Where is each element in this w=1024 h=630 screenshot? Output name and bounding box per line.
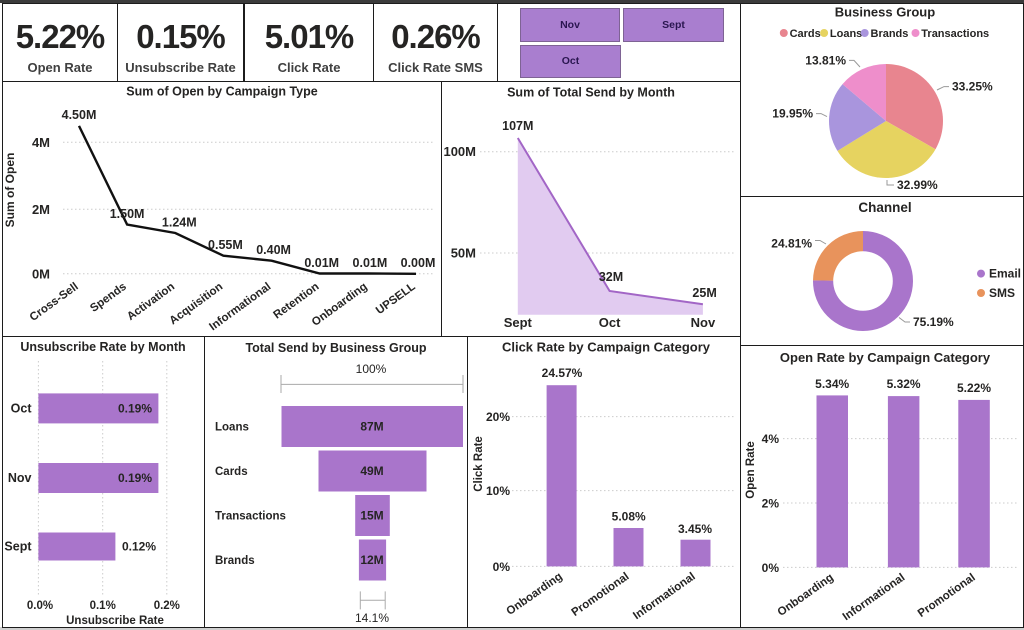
svg-text:0.40M: 0.40M — [256, 243, 291, 257]
svg-text:Oct: Oct — [599, 315, 621, 330]
svg-text:Cards: Cards — [215, 466, 248, 478]
svg-text:5.22%: 5.22% — [957, 381, 991, 395]
svg-text:Cross-Sell: Cross-Sell — [28, 281, 81, 324]
svg-text:5.34%: 5.34% — [815, 377, 849, 391]
svg-text:50M: 50M — [451, 246, 476, 261]
svg-text:100%: 100% — [356, 362, 387, 376]
svg-text:Nov: Nov — [691, 315, 716, 330]
svg-text:4%: 4% — [762, 432, 780, 446]
svg-text:Open Rate by Campaign Category: Open Rate by Campaign Category — [780, 350, 991, 365]
svg-text:Promotional: Promotional — [570, 571, 632, 619]
svg-text:SMS: SMS — [989, 286, 1015, 300]
svg-text:0%: 0% — [762, 561, 780, 575]
svg-text:Informational: Informational — [631, 571, 698, 623]
svg-text:0.19%: 0.19% — [118, 402, 152, 416]
svg-text:Transactions: Transactions — [921, 28, 989, 40]
svg-text:Brands: Brands — [215, 555, 255, 567]
svg-text:Email: Email — [989, 267, 1021, 281]
svg-text:0.0%: 0.0% — [27, 600, 53, 612]
svg-text:Sum of Open by Campaign Type: Sum of Open by Campaign Type — [126, 85, 318, 99]
svg-text:32.99%: 32.99% — [897, 178, 938, 192]
svg-text:Informational: Informational — [841, 572, 908, 624]
svg-text:12M: 12M — [360, 553, 383, 567]
svg-text:4M: 4M — [32, 135, 50, 150]
svg-text:Spends: Spends — [88, 281, 129, 315]
svg-text:Channel: Channel — [858, 200, 911, 215]
svg-text:0.2%: 0.2% — [154, 600, 180, 612]
svg-text:Unsubscribe Rate by Month: Unsubscribe Rate by Month — [20, 340, 185, 354]
svg-text:1.50M: 1.50M — [110, 207, 145, 221]
svg-text:107M: 107M — [502, 119, 533, 133]
svg-text:20%: 20% — [486, 410, 510, 424]
svg-text:Cards: Cards — [790, 28, 821, 40]
svg-text:0.12%: 0.12% — [122, 540, 156, 554]
svg-text:Brands: Brands — [871, 28, 909, 40]
svg-text:24.81%: 24.81% — [771, 237, 812, 251]
svg-text:3.45%: 3.45% — [678, 522, 712, 536]
svg-text:Sept: Sept — [504, 315, 533, 330]
svg-text:0.19%: 0.19% — [118, 471, 152, 485]
svg-text:Promotional: Promotional — [916, 572, 978, 620]
svg-text:0M: 0M — [32, 266, 50, 281]
svg-text:0.01M: 0.01M — [353, 256, 388, 270]
svg-text:25M: 25M — [692, 286, 716, 300]
svg-text:Sum of Total Send by Month: Sum of Total Send by Month — [507, 86, 675, 100]
svg-text:10%: 10% — [486, 484, 510, 498]
svg-text:0.55M: 0.55M — [208, 238, 243, 252]
svg-text:Loans: Loans — [215, 422, 249, 434]
svg-text:0.00M: 0.00M — [401, 256, 436, 270]
svg-text:15M: 15M — [360, 509, 383, 523]
svg-text:49M: 49M — [360, 464, 383, 478]
svg-text:Loans: Loans — [830, 28, 862, 40]
svg-text:5.08%: 5.08% — [612, 510, 646, 524]
svg-text:14.1%: 14.1% — [355, 611, 389, 625]
svg-text:87M: 87M — [360, 420, 383, 434]
svg-text:Transactions: Transactions — [215, 511, 286, 523]
svg-text:2M: 2M — [32, 202, 50, 217]
svg-text:Sept: Sept — [4, 540, 32, 554]
svg-text:5.32%: 5.32% — [887, 377, 921, 391]
svg-text:Nov: Nov — [8, 471, 32, 485]
svg-text:2%: 2% — [762, 497, 780, 511]
svg-text:100M: 100M — [443, 144, 476, 159]
svg-text:Oct: Oct — [11, 402, 33, 416]
svg-text:Click Rate: Click Rate — [473, 436, 485, 492]
svg-text:33.25%: 33.25% — [952, 80, 993, 94]
svg-text:19.95%: 19.95% — [772, 107, 813, 121]
svg-text:32M: 32M — [599, 270, 623, 284]
svg-text:13.81%: 13.81% — [805, 53, 846, 67]
svg-text:0.01M: 0.01M — [304, 256, 339, 270]
svg-text:Unsubscribe Rate: Unsubscribe Rate — [66, 615, 164, 627]
svg-text:0%: 0% — [493, 560, 511, 574]
svg-text:Onboarding: Onboarding — [776, 572, 836, 619]
svg-text:Open Rate: Open Rate — [745, 441, 757, 499]
svg-text:Click Rate by Campaign Categor: Click Rate by Campaign Category — [502, 340, 711, 355]
svg-text:0.1%: 0.1% — [90, 600, 116, 612]
svg-text:Total Send by Business Group: Total Send by Business Group — [245, 341, 426, 355]
svg-text:24.57%: 24.57% — [542, 366, 583, 380]
svg-text:Business Group: Business Group — [835, 5, 935, 20]
svg-text:Onboarding: Onboarding — [504, 571, 564, 618]
svg-text:75.19%: 75.19% — [913, 315, 954, 329]
svg-text:Sum of Open: Sum of Open — [3, 153, 17, 228]
svg-text:1.24M: 1.24M — [162, 216, 197, 230]
svg-text:UPSELL: UPSELL — [374, 281, 418, 317]
svg-text:4.50M: 4.50M — [62, 108, 97, 122]
